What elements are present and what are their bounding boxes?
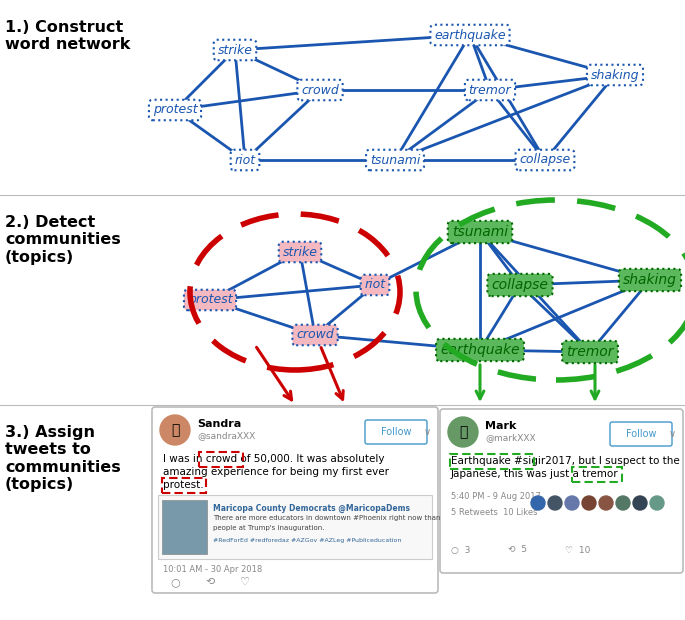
- Text: @sandraXXX: @sandraXXX: [197, 432, 256, 440]
- Text: protest.: protest.: [163, 480, 203, 490]
- Text: Follow: Follow: [626, 429, 656, 439]
- Circle shape: [160, 415, 190, 445]
- Text: ⟲  5: ⟲ 5: [508, 546, 527, 554]
- Text: Earthquake #sigir2017, but I suspect to the: Earthquake #sigir2017, but I suspect to …: [451, 456, 680, 466]
- Text: ○  3: ○ 3: [451, 546, 471, 554]
- Text: @markXXX: @markXXX: [485, 433, 536, 443]
- Text: crowd: crowd: [296, 329, 334, 342]
- Text: tremor: tremor: [469, 84, 511, 97]
- Text: 3.) Assign
tweets to
communities
(topics): 3.) Assign tweets to communities (topics…: [5, 425, 121, 492]
- Text: 5:40 PM - 9 Aug 2017: 5:40 PM - 9 Aug 2017: [451, 492, 541, 501]
- Text: earthquake: earthquake: [440, 343, 520, 357]
- Text: earthquake: earthquake: [434, 29, 506, 42]
- Text: 10:01 AM - 30 Apr 2018: 10:01 AM - 30 Apr 2018: [163, 565, 262, 575]
- FancyBboxPatch shape: [152, 407, 438, 593]
- Text: Mark: Mark: [485, 421, 516, 431]
- Circle shape: [565, 496, 579, 510]
- Circle shape: [582, 496, 596, 510]
- FancyBboxPatch shape: [162, 500, 207, 554]
- Text: protest: protest: [188, 293, 232, 306]
- Text: tsunami: tsunami: [370, 154, 420, 167]
- Circle shape: [599, 496, 613, 510]
- Text: 1.) Construct
word network: 1.) Construct word network: [5, 20, 130, 53]
- FancyBboxPatch shape: [610, 422, 672, 446]
- Text: shaking: shaking: [623, 273, 677, 287]
- Circle shape: [633, 496, 647, 510]
- Circle shape: [448, 417, 478, 447]
- Text: 5 Retweets  10 Likes: 5 Retweets 10 Likes: [451, 508, 538, 517]
- Text: Follow: Follow: [381, 427, 411, 437]
- Text: tremor: tremor: [566, 345, 614, 359]
- FancyBboxPatch shape: [365, 420, 427, 444]
- Text: ⟲: ⟲: [206, 577, 214, 587]
- Text: ∨: ∨: [669, 429, 675, 439]
- Text: Sandra: Sandra: [197, 419, 241, 429]
- Text: ♡: ♡: [240, 577, 250, 587]
- Text: 2.) Detect
communities
(topics): 2.) Detect communities (topics): [5, 215, 121, 265]
- FancyBboxPatch shape: [158, 495, 432, 559]
- Text: ♡  10: ♡ 10: [565, 546, 590, 554]
- Text: Maricopa County Democrats @MaricopaDems: Maricopa County Democrats @MaricopaDems: [213, 504, 410, 513]
- Text: strike: strike: [218, 43, 253, 56]
- Text: #RedForEd #redforedaz #AZGov #AZLeg #Publiceducation: #RedForEd #redforedaz #AZGov #AZLeg #Pub…: [213, 538, 401, 543]
- Circle shape: [650, 496, 664, 510]
- Circle shape: [531, 496, 545, 510]
- Text: 👤: 👤: [459, 425, 467, 439]
- Text: shaking: shaking: [590, 68, 639, 81]
- Text: I was in crowd of 50,000. It was absolutely: I was in crowd of 50,000. It was absolut…: [163, 454, 384, 464]
- Circle shape: [548, 496, 562, 510]
- Text: riot: riot: [234, 154, 256, 167]
- Circle shape: [616, 496, 630, 510]
- Text: There are more educators in downtown #Phoenix right now than: There are more educators in downtown #Ph…: [213, 515, 440, 521]
- Text: crowd: crowd: [301, 84, 339, 97]
- Text: collapse: collapse: [519, 154, 571, 167]
- Text: ∨: ∨: [423, 427, 431, 437]
- Text: protest: protest: [153, 104, 197, 117]
- Text: amazing experience for being my first ever: amazing experience for being my first ev…: [163, 467, 389, 477]
- Text: tsunami: tsunami: [452, 225, 508, 239]
- Text: collapse: collapse: [492, 278, 549, 292]
- Text: 👤: 👤: [171, 423, 179, 437]
- Text: riot: riot: [364, 278, 386, 291]
- FancyBboxPatch shape: [440, 409, 683, 573]
- Text: people at Trump's inauguration.: people at Trump's inauguration.: [213, 525, 325, 531]
- Text: strike: strike: [282, 246, 318, 259]
- Text: Japanese, this was just a tremor: Japanese, this was just a tremor: [451, 469, 619, 479]
- Text: ○: ○: [170, 577, 180, 587]
